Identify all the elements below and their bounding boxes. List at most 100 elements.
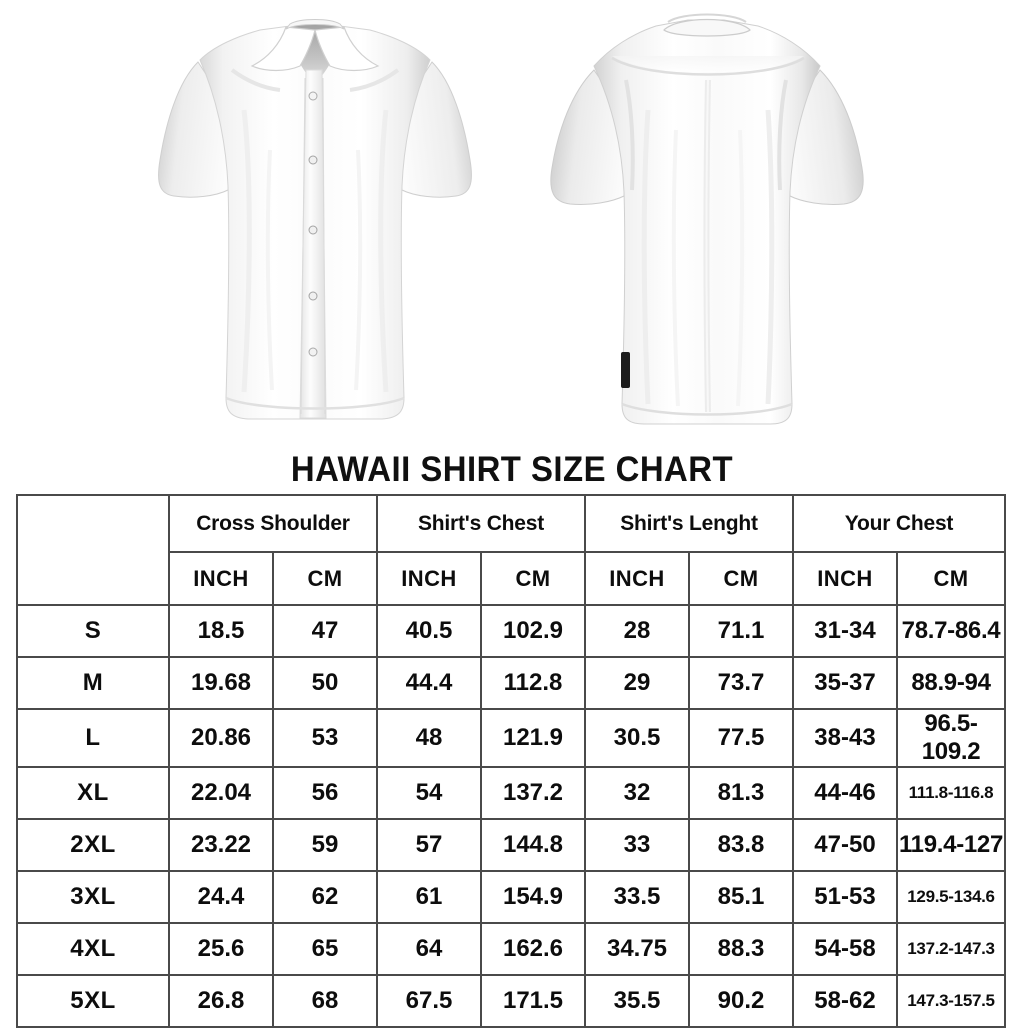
cell-length-in: 33 [584, 818, 690, 872]
cell-chest-in: 48 [376, 708, 482, 768]
cell-length-in: 28 [584, 604, 690, 658]
size-chart-body: S 18.5 47 40.5 102.9 28 71.1 31-34 78.7-86.4 M 19.… [16, 604, 1006, 1028]
cell-length-cm: 90.2 [688, 974, 794, 1028]
cell-length-cm: 81.3 [688, 766, 794, 820]
cell-length-cm: 88.3 [688, 922, 794, 976]
table-row: L 20.86 53 48 121.9 30.5 77.5 38-43 96.5-109.2 [16, 708, 1006, 768]
cell-chest-in: 44.4 [376, 656, 482, 710]
cell-your-chest-cm: 119.4-127 [896, 818, 1006, 872]
cell-cross-shoulder-in: 25.6 [168, 922, 274, 976]
unit-header-length-cm: CM [688, 551, 794, 606]
cell-chest-in: 57 [376, 818, 482, 872]
cell-cross-shoulder-cm: 62 [272, 870, 378, 924]
cell-length-in: 35.5 [584, 974, 690, 1028]
unit-header-your-chest-cm: CM [896, 551, 1006, 606]
cell-length-cm: 73.7 [688, 656, 794, 710]
cell-your-chest-cm: 129.5-134.6 [896, 870, 1006, 924]
cell-your-chest-cm: 78.7-86.4 [896, 604, 1006, 658]
cell-length-cm: 85.1 [688, 870, 794, 924]
cell-cross-shoulder-in: 18.5 [168, 604, 274, 658]
cell-length-in: 30.5 [584, 708, 690, 768]
cell-length-in: 29 [584, 656, 690, 710]
size-chart-table-container: Cross Shoulder Shirt's Chest Shirt's Len… [16, 494, 1006, 1028]
cell-chest-in: 40.5 [376, 604, 482, 658]
cell-cross-shoulder-cm: 53 [272, 708, 378, 768]
product-image-strip [0, 0, 1024, 448]
size-label-2xl: 2XL [16, 818, 170, 872]
group-header-cross-shoulder: Cross Shoulder [168, 494, 378, 553]
page-title: HAWAII SHIRT SIZE CHART [290, 450, 734, 489]
table-row: XL 22.04 56 54 137.2 32 81.3 44-46 111.8-116.8 [16, 766, 1006, 820]
cell-chest-in: 54 [376, 766, 482, 820]
table-row: 4XL 25.6 65 64 162.6 34.75 88.3 54-58 137.2-147.… [16, 922, 1006, 976]
size-label-l: L [16, 708, 170, 768]
cell-cross-shoulder-in: 24.4 [168, 870, 274, 924]
cell-length-in: 33.5 [584, 870, 690, 924]
unit-header-length-inch: INCH [584, 551, 690, 606]
cell-chest-in: 67.5 [376, 974, 482, 1028]
cell-length-cm: 77.5 [688, 708, 794, 768]
cell-cross-shoulder-cm: 59 [272, 818, 378, 872]
group-header-shirts-lenght: Shirt's Lenght [584, 494, 794, 553]
cell-your-chest-in: 38-43 [792, 708, 898, 768]
cell-length-in: 34.75 [584, 922, 690, 976]
cell-chest-cm: 137.2 [480, 766, 586, 820]
cell-your-chest-cm: 96.5-109.2 [896, 708, 1006, 768]
size-chart-table: Cross Shoulder Shirt's Chest Shirt's Len… [16, 494, 1006, 1028]
cell-chest-cm: 144.8 [480, 818, 586, 872]
cell-your-chest-in: 35-37 [792, 656, 898, 710]
cell-cross-shoulder-in: 22.04 [168, 766, 274, 820]
cell-your-chest-in: 47-50 [792, 818, 898, 872]
cell-chest-cm: 171.5 [480, 974, 586, 1028]
table-row: 3XL 24.4 62 61 154.9 33.5 85.1 51-53 129.5-134.6 [16, 870, 1006, 924]
cell-chest-cm: 121.9 [480, 708, 586, 768]
hem-tag [621, 352, 630, 388]
cell-chest-cm: 154.9 [480, 870, 586, 924]
cell-cross-shoulder-in: 20.86 [168, 708, 274, 768]
unit-header-your-chest-inch: INCH [792, 551, 898, 606]
cell-cross-shoulder-cm: 68 [272, 974, 378, 1028]
cell-your-chest-in: 54-58 [792, 922, 898, 976]
size-label-s: S [16, 604, 170, 658]
table-row: 5XL 26.8 68 67.5 171.5 35.5 90.2 58-62 147.3-157… [16, 974, 1006, 1028]
cell-cross-shoulder-in: 19.68 [168, 656, 274, 710]
cell-length-in: 32 [584, 766, 690, 820]
measurement-group-header-row: Cross Shoulder Shirt's Chest Shirt's Len… [16, 494, 1006, 606]
size-label-3xl: 3XL [16, 870, 170, 924]
cell-cross-shoulder-cm: 47 [272, 604, 378, 658]
table-row: M 19.68 50 44.4 112.8 29 73.7 35-37 88.9-94 [16, 656, 1006, 710]
cell-your-chest-cm: 111.8-116.8 [896, 766, 1006, 820]
cell-your-chest-cm: 88.9-94 [896, 656, 1006, 710]
cell-chest-cm: 112.8 [480, 656, 586, 710]
cell-cross-shoulder-cm: 56 [272, 766, 378, 820]
cell-your-chest-in: 58-62 [792, 974, 898, 1028]
cell-cross-shoulder-cm: 65 [272, 922, 378, 976]
size-label-m: M [16, 656, 170, 710]
shirt-front-view [140, 0, 490, 448]
cell-your-chest-cm: 147.3-157.5 [896, 974, 1006, 1028]
cell-chest-in: 61 [376, 870, 482, 924]
unit-header-cross-shoulder-cm: CM [272, 551, 378, 606]
size-label-5xl: 5XL [16, 974, 170, 1028]
unit-header-chest-inch: INCH [376, 551, 482, 606]
cell-cross-shoulder-cm: 50 [272, 656, 378, 710]
table-row: 2XL 23.22 59 57 144.8 33 83.8 47-50 119.4-127 [16, 818, 1006, 872]
cell-cross-shoulder-in: 26.8 [168, 974, 274, 1028]
size-label-xl: XL [16, 766, 170, 820]
unit-header-row: INCH CM INCH CM INCH CM INCH CM [17, 551, 1006, 606]
unit-header-cross-shoulder-inch: INCH [168, 551, 274, 606]
group-header-shirts-chest: Shirt's Chest [376, 494, 586, 553]
cell-chest-in: 64 [376, 922, 482, 976]
group-header-your-chest: Your Chest [792, 494, 1006, 553]
size-label-4xl: 4XL [16, 922, 170, 976]
cell-cross-shoulder-in: 23.22 [168, 818, 274, 872]
cell-your-chest-cm: 137.2-147.3 [896, 922, 1006, 976]
table-row: S 18.5 47 40.5 102.9 28 71.1 31-34 78.7-86.4 [16, 604, 1006, 658]
cell-length-cm: 83.8 [688, 818, 794, 872]
shirt-back-view [528, 0, 884, 448]
cell-chest-cm: 102.9 [480, 604, 586, 658]
cell-length-cm: 71.1 [688, 604, 794, 658]
cell-your-chest-in: 51-53 [792, 870, 898, 924]
cell-your-chest-in: 44-46 [792, 766, 898, 820]
cell-your-chest-in: 31-34 [792, 604, 898, 658]
